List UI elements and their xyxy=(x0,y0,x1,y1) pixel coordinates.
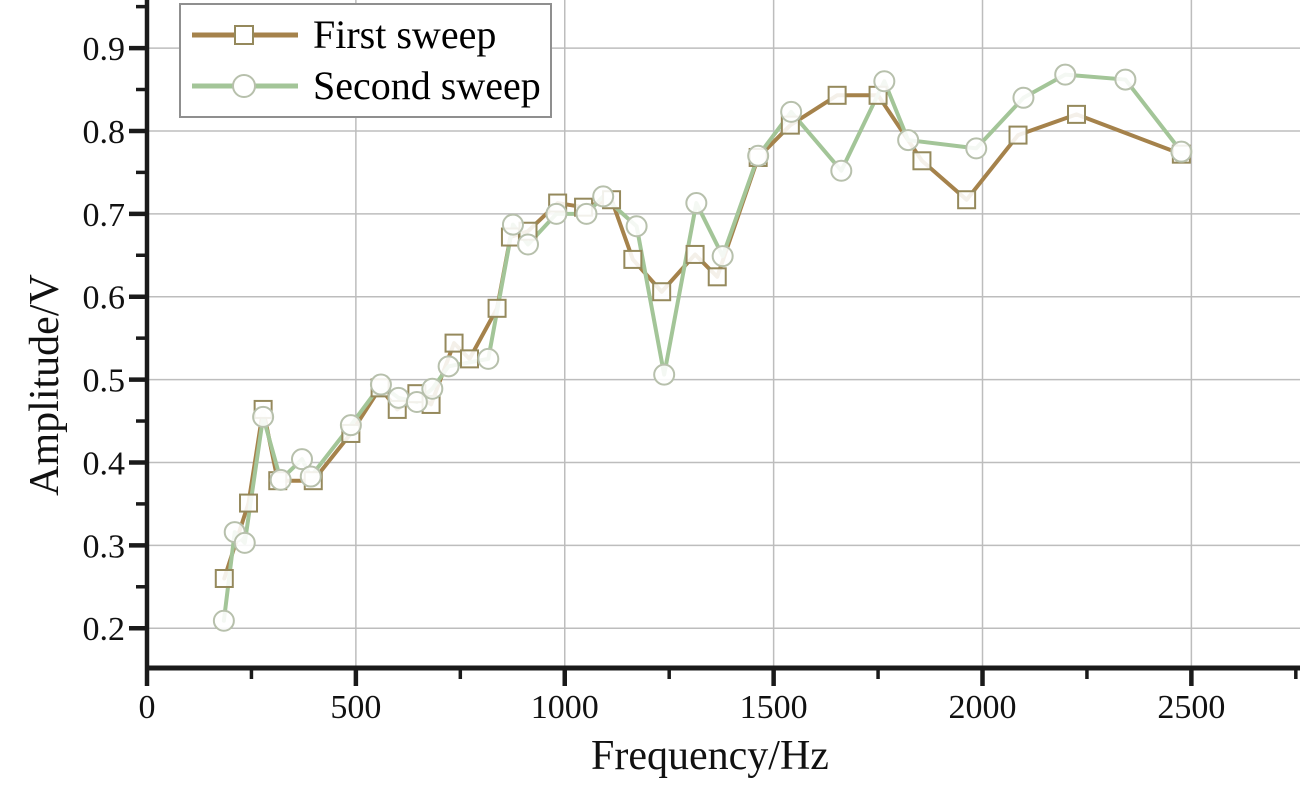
y-tick-label-0.9: 0.9 xyxy=(83,31,126,68)
circle-marker xyxy=(252,405,275,428)
square-marker xyxy=(912,151,932,171)
legend-square-marker-icon xyxy=(234,24,254,45)
legend: First sweep Second sweep xyxy=(179,3,552,118)
first-sweep-line-square-icon xyxy=(192,24,298,45)
square-marker xyxy=(444,333,464,353)
circle-marker xyxy=(421,377,444,400)
circle-marker xyxy=(1114,68,1137,91)
circle-marker xyxy=(269,468,292,491)
legend-label-first-sweep: First sweep xyxy=(313,11,497,57)
series-markers-first-sweep xyxy=(214,85,1191,588)
y-tick-label-0.2: 0.2 xyxy=(83,611,126,648)
y-tick-label-0.3: 0.3 xyxy=(83,528,126,565)
circle-marker xyxy=(830,159,853,182)
legend-circle-marker-icon xyxy=(232,74,256,99)
circle-marker xyxy=(625,215,648,238)
circle-marker xyxy=(290,448,313,471)
circle-marker xyxy=(387,386,410,409)
y-tick-label-0.6: 0.6 xyxy=(83,280,126,317)
square-marker xyxy=(685,244,705,264)
x-axis-title: Frequency/Hz xyxy=(591,733,829,779)
circle-marker xyxy=(711,245,734,268)
circle-marker xyxy=(212,609,235,632)
circle-marker xyxy=(545,202,568,225)
y-tick-label-0.8: 0.8 xyxy=(83,114,126,151)
circle-marker xyxy=(653,363,676,386)
x-tick-label-1000: 1000 xyxy=(531,689,599,726)
circle-marker xyxy=(1012,86,1035,109)
circle-marker xyxy=(369,373,392,396)
y-axis-title: Amplitude/V xyxy=(22,274,68,496)
square-marker xyxy=(652,282,672,302)
circle-marker xyxy=(592,185,615,208)
circle-marker xyxy=(897,129,920,152)
series-line-second-sweep xyxy=(221,72,1184,623)
x-tick-label-1500: 1500 xyxy=(740,689,808,726)
circle-marker xyxy=(299,465,322,488)
square-marker xyxy=(1067,104,1087,124)
circle-marker xyxy=(685,192,708,215)
circle-marker xyxy=(437,355,460,378)
square-marker xyxy=(460,349,480,369)
series-line-first-sweep xyxy=(222,93,1184,581)
circle-marker xyxy=(1170,140,1193,163)
circle-marker xyxy=(516,233,539,256)
circle-marker xyxy=(965,137,988,160)
legend-item-first-sweep: First sweep xyxy=(189,11,542,57)
circle-marker xyxy=(339,414,362,437)
square-marker xyxy=(957,190,977,210)
x-tick-label-2000: 2000 xyxy=(949,689,1017,726)
square-marker xyxy=(707,267,727,287)
square-marker xyxy=(623,249,643,269)
circle-marker xyxy=(501,213,524,236)
circle-marker xyxy=(1054,63,1077,86)
circle-marker xyxy=(405,390,428,413)
y-tick-label-0.5: 0.5 xyxy=(83,363,126,400)
circle-marker xyxy=(233,531,256,554)
legend-label-second-sweep: Second sweep xyxy=(313,63,541,109)
second-sweep-line-circle-icon xyxy=(192,74,298,99)
square-marker xyxy=(1008,125,1028,145)
circle-marker xyxy=(780,100,803,123)
x-tick-label-0: 0 xyxy=(139,689,156,726)
circle-marker xyxy=(477,347,500,370)
x-tick-label-500: 500 xyxy=(330,689,381,726)
x-tick-label-2500: 2500 xyxy=(1157,689,1225,726)
circle-marker xyxy=(873,70,896,93)
square-marker xyxy=(239,493,259,513)
y-tick-label-0.4: 0.4 xyxy=(83,445,126,482)
circle-marker xyxy=(575,202,598,225)
series-markers-second-sweep xyxy=(212,63,1193,632)
square-marker xyxy=(827,85,847,105)
square-marker xyxy=(487,298,507,318)
legend-item-second-sweep: Second sweep xyxy=(189,66,542,106)
circle-marker xyxy=(747,144,770,167)
square-marker xyxy=(214,568,234,588)
y-tick-label-0.7: 0.7 xyxy=(83,197,126,234)
